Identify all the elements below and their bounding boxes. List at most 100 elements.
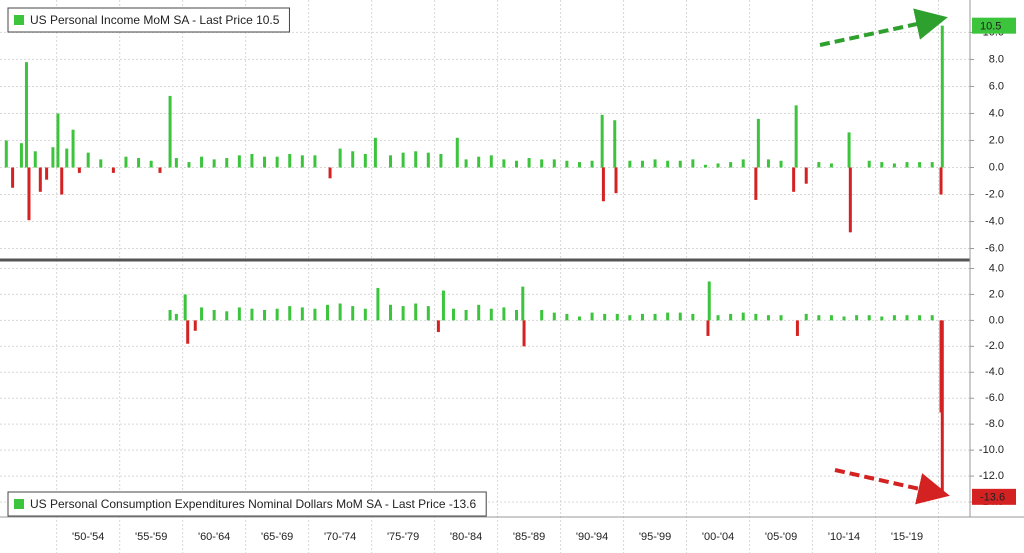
bar — [464, 159, 468, 168]
bar — [33, 151, 37, 168]
bar — [540, 159, 544, 168]
bar — [905, 162, 909, 168]
y-tick-label: 0.0 — [989, 161, 1004, 173]
bar — [766, 159, 770, 168]
x-tick-label: '75-'79 — [387, 531, 419, 543]
bar — [905, 315, 909, 321]
bar — [263, 310, 267, 321]
x-tick-label: '80-'84 — [450, 531, 482, 543]
bar — [653, 313, 657, 321]
bar — [795, 320, 799, 336]
bar — [829, 315, 833, 321]
bar — [137, 158, 141, 168]
bar — [313, 155, 317, 168]
bar — [601, 167, 605, 202]
bar — [275, 156, 279, 168]
bar — [880, 316, 884, 321]
bar — [225, 311, 229, 321]
bar — [590, 312, 594, 321]
y-tick-label: -6.0 — [985, 392, 1004, 404]
bar — [99, 159, 103, 168]
bar — [149, 160, 153, 168]
bar — [653, 159, 657, 168]
bar — [193, 320, 197, 331]
legend-box — [7, 491, 487, 517]
bar — [666, 312, 670, 321]
bar — [338, 148, 342, 168]
bar — [363, 153, 367, 168]
bar — [168, 310, 172, 321]
bar — [439, 153, 443, 168]
y-tick-label: 8.0 — [989, 53, 1004, 65]
bar — [678, 160, 682, 168]
bar — [817, 315, 821, 321]
bar — [766, 315, 770, 321]
bar — [24, 62, 28, 168]
bar — [111, 167, 115, 173]
bar — [186, 320, 190, 344]
bar — [590, 160, 594, 168]
bar — [691, 313, 695, 321]
bar — [441, 290, 445, 321]
bar — [65, 148, 69, 168]
bar — [389, 304, 393, 321]
bar — [168, 95, 172, 168]
y-tick-label: 2.0 — [989, 288, 1004, 300]
bar — [522, 320, 526, 347]
bar — [426, 306, 430, 321]
bar — [489, 308, 493, 321]
bar — [577, 162, 581, 168]
annotation-arrow — [834, 468, 950, 505]
bar — [502, 159, 506, 168]
bar — [477, 304, 481, 321]
bar — [930, 315, 934, 321]
bar — [300, 307, 304, 321]
bar — [225, 158, 229, 168]
y-tick-label: -8.0 — [985, 418, 1004, 430]
y-tick-label: 4.0 — [989, 107, 1004, 119]
last-price-box — [972, 17, 1016, 34]
x-tick-label: '60-'64 — [198, 531, 230, 543]
bar — [940, 320, 944, 497]
x-tick-label: '15-'19 — [891, 531, 923, 543]
bar — [363, 308, 367, 321]
bar — [754, 167, 758, 200]
bar — [288, 153, 292, 168]
bar — [527, 158, 531, 168]
x-tick-label: '50-'54 — [72, 531, 104, 543]
bar — [939, 167, 943, 195]
bar — [187, 162, 191, 168]
y-tick-label: -6.0 — [985, 242, 1004, 254]
y-tick-label: -12.0 — [979, 470, 1004, 482]
bar — [250, 153, 254, 168]
bar — [577, 316, 581, 321]
bar — [389, 155, 393, 168]
bar — [716, 315, 720, 321]
bar — [376, 287, 380, 321]
bar — [56, 113, 60, 168]
bar — [275, 308, 279, 321]
bar — [4, 140, 8, 168]
bar — [351, 151, 355, 168]
bar — [401, 152, 405, 168]
bar — [11, 167, 15, 188]
bar — [691, 159, 695, 168]
bar — [183, 294, 187, 321]
bar — [552, 312, 556, 321]
bar — [867, 160, 871, 168]
bar — [514, 310, 518, 321]
bar — [60, 167, 64, 195]
bar — [678, 312, 682, 321]
y-tick-label: 2.0 — [989, 134, 1004, 146]
bar — [464, 310, 468, 321]
bar — [741, 312, 745, 321]
y-tick-label: -2.0 — [985, 340, 1004, 352]
bar — [792, 167, 796, 192]
bar — [552, 159, 556, 168]
bar — [489, 155, 493, 168]
bar — [124, 156, 128, 168]
bar — [540, 310, 544, 321]
bar — [351, 306, 355, 321]
